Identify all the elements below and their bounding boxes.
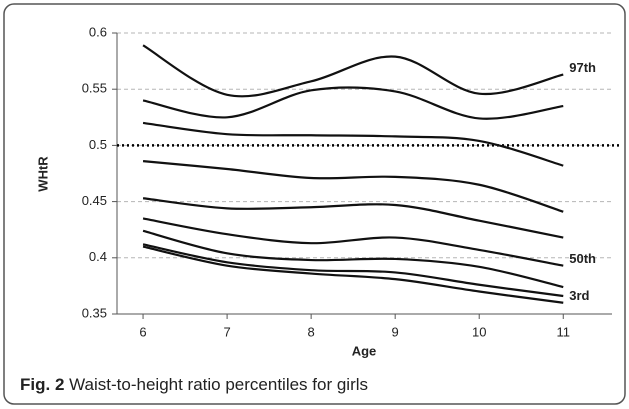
y-tick-label: 0.4: [89, 249, 107, 264]
caption-text: Waist-to-height ratio percentiles for gi…: [69, 375, 368, 394]
y-axis-label: WHtR: [35, 156, 50, 192]
series-label: 50th: [569, 251, 596, 266]
series-label: 3rd: [569, 288, 589, 303]
percentile-line: [142, 243, 564, 298]
percentile-line: [142, 160, 564, 213]
x-tick-label: 10: [472, 324, 486, 339]
y-tick-label: 0.6: [89, 24, 107, 39]
percentile-line: [142, 44, 564, 98]
percentile-line: [142, 121, 564, 167]
caption-label: Fig. 2: [20, 375, 64, 394]
series-label: 97th: [569, 60, 596, 75]
percentile-line: [142, 245, 564, 304]
x-tick-label: 6: [139, 324, 146, 339]
percentile-line: [142, 197, 564, 239]
x-axis-label: Age: [352, 343, 377, 358]
percentile-line: [142, 86, 564, 120]
y-tick-label: 0.35: [82, 305, 107, 320]
x-tick-label: 8: [308, 324, 315, 339]
caption: Fig. 2 Waist-to-height ratio percentiles…: [20, 375, 368, 394]
x-tick-label: 9: [392, 324, 399, 339]
percentile-line: [142, 229, 564, 289]
y-tick-label: 0.5: [89, 137, 107, 152]
x-tick-label: 11: [557, 324, 571, 339]
percentile-line: [142, 217, 564, 267]
y-tick-label: 0.45: [82, 193, 107, 208]
y-tick-label: 0.55: [82, 81, 107, 96]
x-tick-label: 7: [223, 324, 230, 339]
